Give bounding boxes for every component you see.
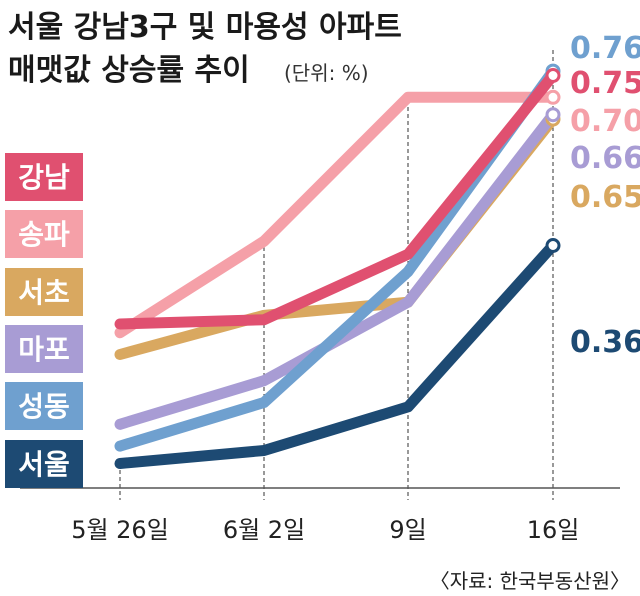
- chart-subtitle: 매맷값 상승률 추이: [8, 53, 250, 88]
- series-line-송파: [114, 91, 559, 339]
- end-marker-송파: [545, 89, 561, 105]
- x-tick-label: 6월 2일: [223, 516, 305, 544]
- series-line-서울: [114, 240, 559, 469]
- legend-label: 마포: [18, 333, 70, 366]
- legend-swatch: [5, 210, 83, 258]
- source-note: 〈자료: 한국부동산원〉: [430, 569, 630, 593]
- series-line-성동: [114, 65, 559, 452]
- unit-label: (단위: %): [284, 61, 369, 85]
- legend-swatch: [5, 325, 83, 373]
- x-tick-label: 9일: [389, 516, 426, 544]
- legend-label: 성동: [18, 390, 70, 423]
- legend-swatch: [5, 153, 83, 201]
- x-tick-label: 16일: [527, 516, 580, 544]
- end-marker-서울: [545, 238, 561, 253]
- end-value-label-송파: 0.70: [570, 104, 640, 139]
- legend-label: 서울: [18, 448, 70, 481]
- legend-item-송파: 송파: [5, 210, 83, 258]
- legend-item-마포: 마포: [5, 325, 83, 373]
- x-tick-label: 5월 26일: [71, 516, 169, 544]
- end-value-labels: 0.750.70 0.65 0.66 0.76 0.36: [570, 31, 640, 360]
- legend-swatch: [5, 440, 83, 488]
- legend-item-강남: 강남: [5, 153, 83, 201]
- series-line-강남: [114, 70, 559, 330]
- legend-item-서초: 서초: [5, 268, 83, 316]
- series-end-markers: [545, 63, 561, 253]
- end-value-label-서초: 0.65: [570, 180, 640, 215]
- legend-swatch: [5, 382, 83, 430]
- end-value-label-서울: 0.36: [570, 325, 640, 360]
- end-value-label-성동: 0.76: [570, 31, 640, 66]
- legend-item-성동: 성동: [5, 382, 83, 430]
- end-value-label-강남: 0.75: [570, 66, 640, 101]
- end-marker-강남: [545, 68, 561, 83]
- legend-label: 강남: [18, 161, 70, 194]
- legend-swatch: [5, 268, 83, 316]
- legend-item-서울: 서울: [5, 440, 83, 488]
- end-value-label-마포: 0.66: [570, 141, 640, 176]
- series-lines: [114, 65, 559, 469]
- legend-label: 송파: [18, 218, 70, 251]
- x-axis-ticks: 5월 26일 6월 2일 9일 16일: [71, 516, 579, 544]
- chart-title: 서울 강남3구 및 마용성 아파트: [8, 10, 402, 45]
- end-marker-마포: [545, 107, 561, 123]
- legend-label: 서초: [18, 276, 70, 309]
